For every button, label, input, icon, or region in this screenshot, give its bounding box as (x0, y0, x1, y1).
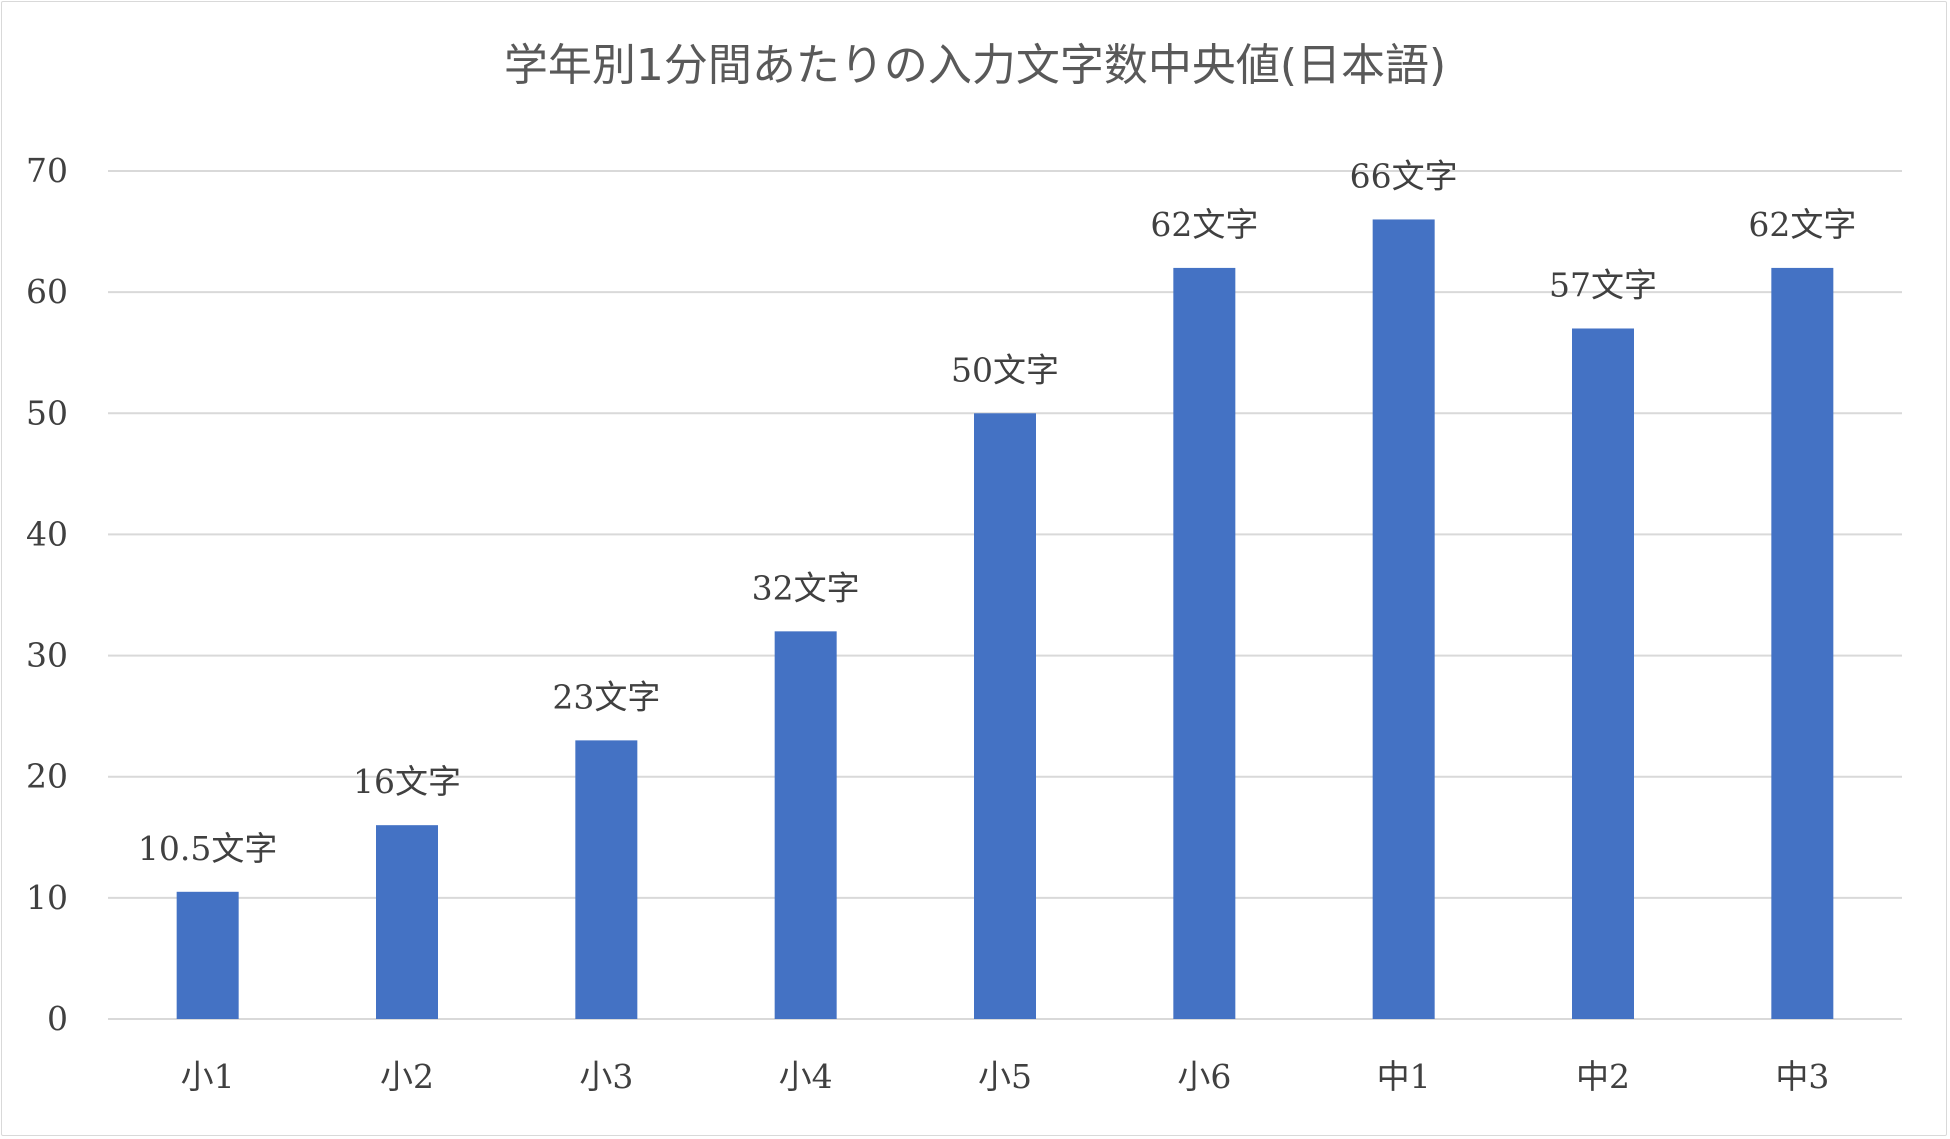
x-tick-label: 中1 (1377, 1057, 1431, 1096)
data-labels: 10.5文字 16文字 23文字 32文字 50文字 62文字 66文字 57文字 62文字 (138, 156, 1856, 867)
x-tick-label: 小4 (779, 1057, 833, 1096)
data-label: 57文字 (1549, 265, 1657, 304)
bar-2 (376, 825, 438, 1019)
bar-6 (1173, 267, 1236, 1019)
x-tick-label: 中3 (1775, 1057, 1829, 1096)
bar-8 (1572, 328, 1634, 1019)
x-tick-label: 小3 (579, 1057, 633, 1096)
x-axis-ticks: 小1 小2 小3 小4 小5 小6 中1 中2 中3 (181, 1057, 1830, 1096)
bar-5 (974, 413, 1036, 1019)
bars (176, 219, 1834, 1019)
data-label: 66文字 (1350, 156, 1458, 195)
data-label: 23文字 (552, 677, 660, 716)
bar-7 (1372, 219, 1435, 1019)
y-tick-label: 10 (26, 878, 68, 917)
x-tick-label: 小1 (181, 1057, 235, 1096)
y-tick-label: 0 (47, 999, 68, 1038)
x-tick-label: 小5 (978, 1057, 1032, 1096)
data-label: 50文字 (951, 350, 1059, 389)
data-label: 32文字 (752, 568, 860, 607)
bar-3 (575, 740, 638, 1019)
data-label: 62文字 (1748, 205, 1856, 244)
y-tick-label: 70 (26, 151, 68, 190)
x-tick-label: 小6 (1177, 1057, 1231, 1096)
bar-1 (176, 891, 239, 1019)
data-label: 16文字 (353, 762, 461, 801)
y-tick-label: 30 (26, 636, 68, 675)
data-label: 62文字 (1150, 205, 1258, 244)
x-tick-label: 小2 (380, 1057, 434, 1096)
y-tick-label: 20 (26, 757, 68, 796)
chart-title: 学年別1分間あたりの入力文字数中央値(日本語) (503, 40, 1447, 91)
y-tick-label: 60 (26, 272, 68, 311)
x-tick-label: 中2 (1576, 1057, 1630, 1096)
y-axis-ticks: 0 10 20 30 40 50 60 70 (26, 151, 68, 1038)
y-tick-label: 50 (26, 393, 68, 432)
bar-4 (774, 631, 837, 1019)
bar-9 (1771, 267, 1834, 1019)
y-tick-label: 40 (26, 514, 68, 553)
data-label: 10.5文字 (138, 829, 277, 868)
